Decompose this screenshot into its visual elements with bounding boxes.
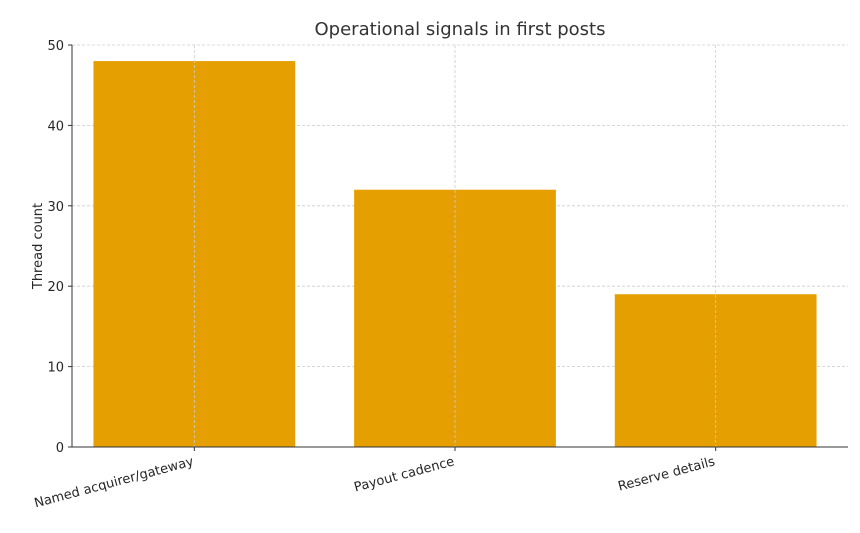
y-tick-label: 10 — [47, 361, 64, 376]
y-ticks: 0 10 20 30 40 50 — [47, 39, 72, 456]
x-tick-label: Reserve details — [617, 454, 717, 494]
y-tick-label: 20 — [47, 280, 64, 295]
y-tick-label: 50 — [47, 39, 64, 54]
bar — [93, 61, 296, 447]
y-tick-label: 0 — [56, 441, 64, 456]
bar — [354, 189, 556, 447]
x-tick-label: Named acquirer/gateway — [33, 454, 196, 511]
bars — [93, 61, 817, 447]
vertical-grid-lines — [193, 45, 717, 447]
x-tick-label: Payout cadence — [353, 454, 456, 495]
y-tick-label: 30 — [47, 200, 64, 215]
x-ticks: Named acquirer/gateway Payout cadence Rese… — [33, 447, 717, 511]
y-axis-label: Thread count — [31, 203, 46, 290]
y-tick-label: 40 — [47, 119, 64, 134]
chart-title: Operational signals in first posts — [315, 19, 606, 40]
